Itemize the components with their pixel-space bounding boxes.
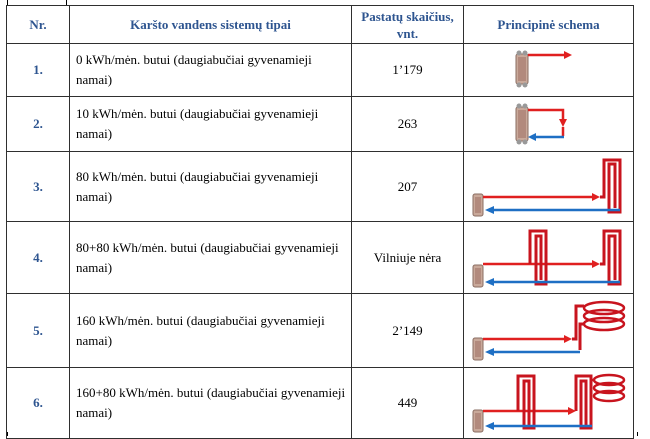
- header-nr: Nr.: [6, 5, 70, 44]
- header-schema: Principinė schema: [463, 5, 634, 44]
- row-nr: 1.: [6, 43, 70, 97]
- row-type: 160 kWh/mėn. butui (daugiabučiai gyvenam…: [69, 293, 352, 368]
- schema-cell: [463, 293, 634, 368]
- supply-pipe: [483, 335, 572, 343]
- row-count: 1’179: [351, 43, 464, 97]
- header-type: Karšto vandens sistemų tipai: [69, 5, 352, 44]
- riser-loop-2: [600, 229, 622, 286]
- coil-loop: [572, 300, 626, 350]
- heat-exchanger-icon: [472, 193, 484, 217]
- coil-loop: [591, 373, 626, 403]
- row-nr: 2.: [6, 96, 70, 152]
- page-edge-mark: [7, 0, 8, 5]
- schema-3-diagram: [472, 158, 622, 217]
- table-row: 4. 80+80 kWh/mėn. butui (daugiabučiai gy…: [6, 221, 634, 294]
- row-count: 2’149: [351, 293, 464, 368]
- table-row: 3. 80 kWh/mėn. butui (daugiabučiai gyven…: [6, 151, 634, 222]
- return-pipe: [485, 206, 620, 214]
- heat-exchanger-icon: [515, 50, 529, 88]
- schema-6-diagram: [472, 373, 626, 433]
- row-nr: 5.: [6, 293, 70, 368]
- schema-1-diagram: [515, 50, 572, 88]
- table-row: 5. 160 kWh/mėn. butui (daugiabučiai gyve…: [6, 293, 634, 368]
- schema-cell: [463, 367, 634, 439]
- row-type: 160+80 kWh/mėn. butui (daugiabučiai gyve…: [69, 367, 352, 439]
- supply-pipe: [483, 193, 600, 201]
- table-row: 2. 10 kWh/mėn. butui (daugiabučiai gyven…: [6, 96, 634, 152]
- schema-2-diagram: [515, 103, 567, 145]
- riser-loop: [600, 158, 622, 214]
- heat-exchanger-icon: [472, 337, 484, 361]
- row-count: Vilniuje nėra: [351, 221, 464, 294]
- row-type: 80+80 kWh/mėn. butui (daugiabučiai gyven…: [69, 221, 352, 294]
- heat-exchanger-icon: [472, 264, 484, 288]
- schema-cell: [463, 151, 634, 222]
- table-header-row: Nr. Karšto vandens sistemų tipai Pastatų…: [6, 5, 634, 44]
- hot-water-systems-table: Nr. Karšto vandens sistemų tipai Pastatų…: [6, 5, 634, 439]
- table-row: 6. 160+80 kWh/mėn. butui (daugiabučiai g…: [6, 367, 634, 439]
- heat-exchanger-icon: [515, 103, 529, 145]
- supply-pipe: [528, 51, 572, 59]
- page-edge-mark: [66, 0, 67, 5]
- riser-loop: [516, 374, 593, 430]
- row-nr: 3.: [6, 151, 70, 222]
- heat-exchanger-icon: [472, 409, 484, 433]
- schema-cell: [463, 96, 634, 152]
- row-type: 0 kWh/mėn. butui (daugiabučiai gyvenamie…: [69, 43, 352, 97]
- riser-loop-1: [528, 229, 548, 286]
- supply-pipe: [528, 108, 567, 136]
- row-count: 263: [351, 96, 464, 152]
- row-nr: 6.: [6, 367, 70, 439]
- return-pipe: [485, 348, 580, 356]
- row-type: 10 kWh/mėn. butui (daugiabučiai gyvenami…: [69, 96, 352, 152]
- table-row: 1. 0 kWh/mėn. butui (daugiabučiai gyvena…: [6, 43, 634, 97]
- header-count: Pastatų skaičius, vnt.: [351, 5, 464, 44]
- row-count: 207: [351, 151, 464, 222]
- return-pipe: [485, 422, 592, 430]
- schema-5-diagram: [472, 300, 626, 361]
- page-edge-mark: [637, 432, 638, 436]
- schema-cell: [463, 221, 634, 294]
- schema-cell: [463, 43, 634, 97]
- return-pipe: [528, 133, 564, 141]
- return-pipe: [485, 278, 620, 286]
- row-count: 449: [351, 367, 464, 439]
- schema-4-diagram: [472, 229, 622, 288]
- row-type: 80 kWh/mėn. butui (daugiabučiai gyvenami…: [69, 151, 352, 222]
- row-nr: 4.: [6, 221, 70, 294]
